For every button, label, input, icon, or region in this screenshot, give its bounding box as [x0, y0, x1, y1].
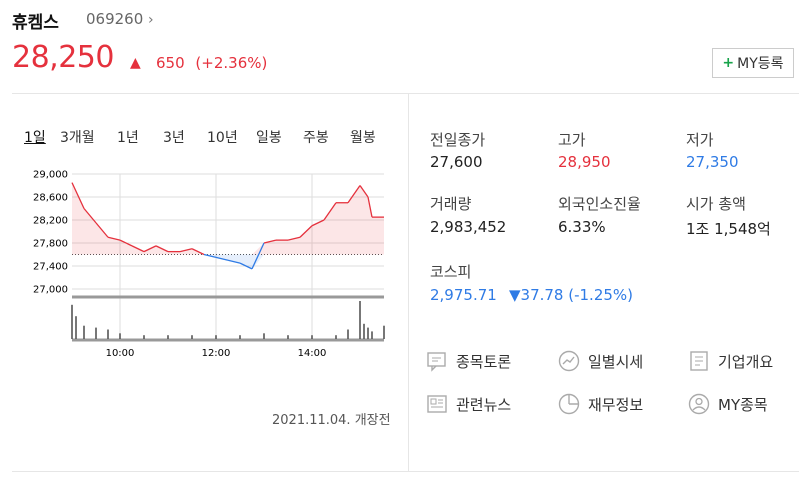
- top-divider: [12, 93, 799, 94]
- prev-close-value: 27,600: [430, 153, 483, 171]
- price-line-segment: [119, 239, 133, 247]
- price-line-segment: [359, 185, 369, 198]
- up-triangle-icon: ▲: [130, 55, 141, 71]
- x-tick-label: 12:00: [202, 348, 231, 359]
- link-related-news[interactable]: 관련뉴스: [426, 393, 511, 415]
- tab-10year[interactable]: 10년: [207, 130, 238, 146]
- link-financials-label: 재무정보: [588, 395, 644, 414]
- price-change-value: 650: [156, 54, 185, 72]
- bottom-divider: [12, 471, 799, 472]
- tab-3month[interactable]: 3개월: [60, 130, 95, 146]
- high-label: 고가: [558, 131, 586, 149]
- date-note: 2021.11.04. 개장전: [272, 413, 391, 428]
- link-company-overview-label: 기업개요: [718, 352, 774, 371]
- y-tick-label: 27,400: [33, 262, 68, 273]
- price-line-segment: [347, 185, 361, 204]
- price-line-segment: [131, 245, 145, 253]
- price-line-segment: [83, 208, 97, 224]
- stock-name[interactable]: 휴켐스: [12, 13, 59, 33]
- y-tick-label: 28,200: [33, 216, 68, 227]
- user-icon: [688, 393, 710, 415]
- price-change: 650 (+2.36%): [156, 54, 267, 72]
- y-tick-label: 27,000: [33, 285, 68, 296]
- price-line-segment: [95, 222, 109, 238]
- news-icon: [426, 393, 448, 415]
- price-line-segment: [179, 248, 193, 253]
- foreign-ratio-value: 6.33%: [558, 218, 606, 236]
- stock-code[interactable]: 069260 ›: [86, 10, 154, 28]
- price-line-segment: [107, 236, 121, 241]
- my-register-button[interactable]: + MY등록: [712, 48, 794, 78]
- price-area-up: [72, 182, 384, 255]
- tab-monthly[interactable]: 월봉: [350, 130, 376, 146]
- price-area-down: [72, 254, 384, 269]
- price-line-segment: [299, 225, 313, 238]
- price-line-segment: [311, 219, 325, 227]
- link-my-stocks-label: MY종목: [718, 395, 768, 414]
- low-value: 27,350: [686, 153, 739, 171]
- link-daily-price[interactable]: 일별시세: [558, 350, 643, 372]
- chevron-right-icon: ›: [148, 12, 154, 28]
- link-related-news-label: 관련뉴스: [456, 395, 512, 414]
- pie-icon: [558, 393, 580, 415]
- document-icon: [688, 350, 710, 372]
- market-cap-label: 시가 총액: [686, 195, 746, 213]
- y-tick-label: 28,600: [33, 193, 68, 204]
- y-tick-label: 27,800: [33, 239, 68, 250]
- market-cap-value: 1조 1,548억: [686, 220, 771, 238]
- price-line-segment: [263, 239, 277, 244]
- volume-label: 거래량: [430, 195, 472, 213]
- price-line-segment: [251, 242, 265, 270]
- price-line-segment: [71, 182, 85, 209]
- tab-3year[interactable]: 3년: [163, 130, 185, 146]
- tab-1year[interactable]: 1년: [117, 130, 139, 146]
- intraday-price-chart[interactable]: 29,000 28,600 28,200 27,800 27,400 27,000 10:0…: [28, 162, 390, 362]
- price-change-pct: (+2.36%): [195, 54, 268, 72]
- price-line-segment: [143, 245, 157, 253]
- link-discussion[interactable]: 종목토론: [426, 350, 511, 372]
- link-daily-price-label: 일별시세: [588, 352, 644, 371]
- trend-icon: [558, 350, 580, 372]
- volume-value: 2,983,452: [430, 218, 507, 236]
- price-line-segment: [367, 196, 373, 218]
- vertical-divider: [408, 93, 409, 471]
- kospi-change: ▼37.78 (-1.25%): [509, 286, 634, 304]
- tab-1day[interactable]: 1일: [24, 130, 46, 146]
- tab-weekly[interactable]: 주봉: [303, 130, 329, 146]
- x-tick-label: 14:00: [298, 348, 327, 359]
- low-label: 저가: [686, 131, 714, 149]
- price-line-segment: [191, 248, 205, 256]
- plus-icon: +: [722, 55, 735, 71]
- stock-code-text: 069260: [86, 10, 144, 28]
- price-line-segment: [203, 253, 217, 259]
- y-tick-label: 29,000: [33, 170, 68, 181]
- link-discussion-label: 종목토론: [456, 352, 512, 371]
- price-line-segment: [227, 259, 241, 264]
- tab-daily[interactable]: 일봉: [256, 130, 282, 146]
- x-tick-label: 10:00: [106, 348, 135, 359]
- prev-close-label: 전일종가: [430, 131, 486, 149]
- link-financials[interactable]: 재무정보: [558, 393, 643, 415]
- high-value: 28,950: [558, 153, 611, 171]
- price-line-segment: [155, 245, 169, 253]
- chat-icon: [426, 350, 448, 372]
- kospi-value: 2,975.71: [430, 286, 497, 304]
- price-line-segment: [287, 236, 301, 241]
- link-company-overview[interactable]: 기업개요: [688, 350, 773, 372]
- kospi-label: 코스피: [430, 263, 472, 281]
- link-my-stocks[interactable]: MY종목: [688, 393, 768, 415]
- price-line-segment: [239, 262, 253, 270]
- price-line-segment: [215, 256, 229, 261]
- my-register-label: MY등록: [737, 56, 784, 72]
- current-price: 28,250: [12, 40, 114, 75]
- price-line-segment: [323, 202, 337, 221]
- foreign-ratio-label: 외국인소진율: [558, 195, 641, 213]
